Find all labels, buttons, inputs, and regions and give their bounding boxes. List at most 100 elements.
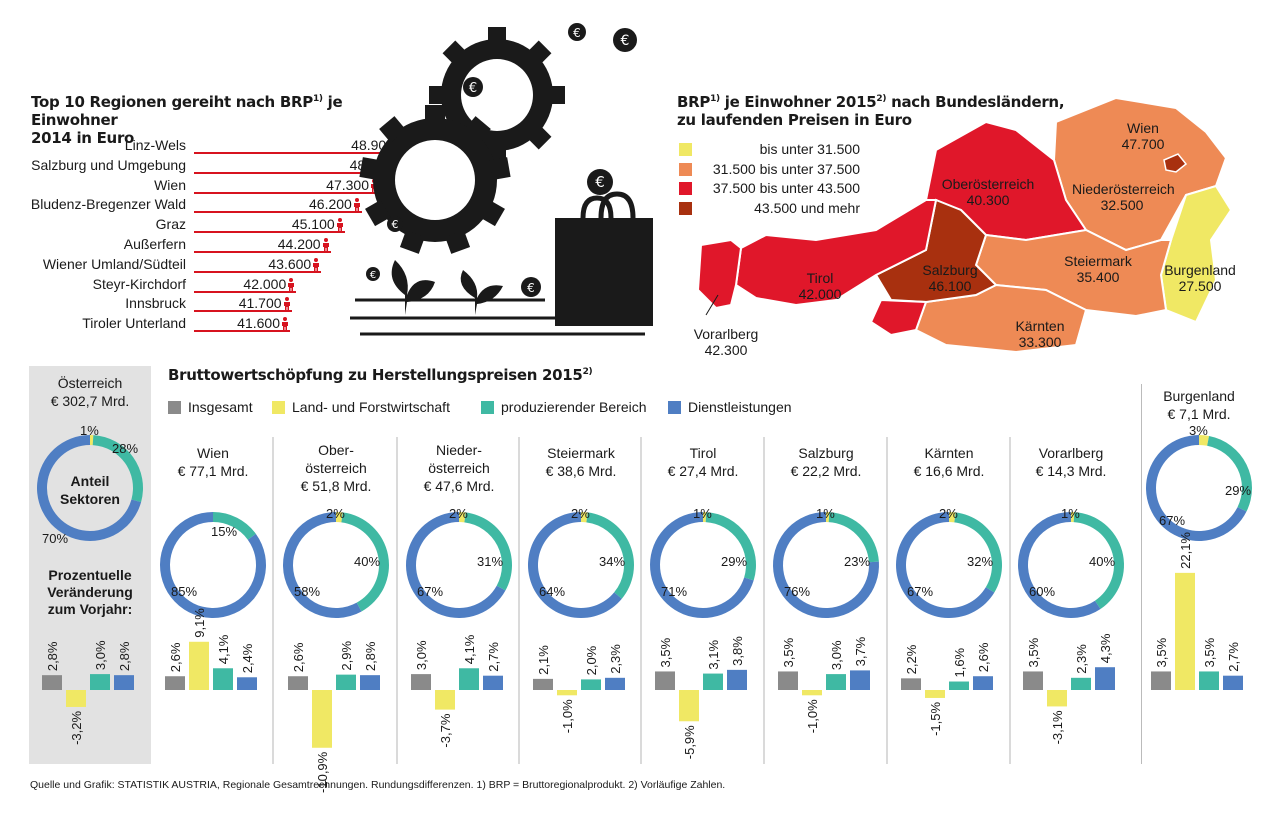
change-value-label: 9,1% — [192, 608, 207, 638]
region-title-line: € 27,4 Mrd. — [667, 463, 739, 479]
region-title: Salzburg € 22,2 Mrd. — [766, 444, 886, 480]
map-state-label: Wien 47.700 — [1093, 120, 1193, 152]
donut-segment — [1071, 512, 1075, 523]
map-legend-swatch — [679, 162, 692, 176]
change-value-label: 2,6% — [291, 642, 306, 672]
region-title-line: Vorarlberg — [1038, 445, 1104, 461]
region-title: Ober-österreich € 51,8 Mrd. — [276, 441, 396, 495]
ranking-bar — [194, 152, 404, 154]
change-value-label: 22,1% — [1178, 532, 1193, 569]
sector-legend-label: Insgesamt — [188, 399, 253, 415]
change-value-label: 3,0% — [829, 640, 844, 670]
change-value-label: 2,4% — [240, 643, 255, 673]
person-icon — [283, 297, 291, 311]
change-bar — [213, 668, 233, 690]
donut-share-label: 40% — [354, 554, 381, 569]
donut-segment — [336, 512, 343, 523]
donut-share-label: 29% — [721, 554, 748, 569]
map-region-vorarlberg — [696, 238, 743, 310]
sector-legend-swatch — [272, 401, 285, 414]
person-icon — [322, 238, 330, 251]
change-bar — [1175, 572, 1195, 690]
euro-coin-icon: € — [613, 28, 637, 52]
donut-segment — [527, 512, 622, 618]
change-bar — [679, 690, 699, 722]
ranking-value: 44.200 — [277, 236, 321, 252]
ranking-bar — [194, 290, 297, 293]
gear-icon — [359, 105, 511, 254]
change-value-label: 2,7% — [1226, 642, 1241, 672]
change-bar — [288, 676, 308, 690]
region-title-line: Kärnten — [924, 445, 974, 461]
change-value-label: 2,8% — [117, 641, 132, 671]
region-title: Kärnten € 16,6 Mrd. — [889, 444, 1009, 480]
change-bar — [114, 675, 134, 690]
ranking-value: 46.200 — [309, 196, 352, 213]
change-value-label: 2,6% — [976, 642, 991, 672]
map-state-value: 42.300 — [704, 342, 748, 358]
donut-segment — [705, 512, 757, 581]
donut-share-label: 2% — [939, 506, 958, 521]
change-bar — [483, 675, 503, 690]
map-state-label: Kärnten 33.300 — [990, 318, 1090, 350]
ranking-value: 43.600 — [268, 255, 312, 272]
region-title-line: österreich — [428, 460, 490, 476]
map-title: BRP1) je Einwohner 20152) nach Bundeslän… — [677, 93, 1065, 129]
sprout-icon — [391, 260, 503, 315]
austria-map — [696, 96, 1233, 354]
change-value-label: -3,1% — [1050, 710, 1065, 744]
region-title-line: € 16,6 Mrd. — [913, 463, 985, 479]
ranking-label: Außerfern — [123, 236, 186, 252]
ranking-label: Tiroler Unterland — [82, 315, 186, 332]
person-icon — [287, 277, 295, 291]
donut-share-label: 1% — [816, 506, 835, 521]
change-value-label: 2,2% — [904, 644, 919, 674]
economy-illustration: € € € € € € € — [350, 23, 653, 336]
change-bar — [1095, 667, 1115, 690]
region-title-line: € 22,2 Mrd. — [790, 463, 862, 479]
donut-segment — [1018, 512, 1101, 618]
change-value-label: 2,8% — [363, 641, 378, 671]
change-bar — [189, 641, 209, 690]
ranking-bar — [194, 211, 362, 214]
donut-segment — [283, 512, 362, 619]
change-value-label: 2,3% — [608, 644, 623, 674]
ranking-bar — [194, 191, 379, 194]
map-legend-label: 43.500 und mehr — [754, 199, 860, 216]
change-value-label: 2,9% — [339, 641, 354, 671]
change-bar — [850, 670, 870, 690]
donut-share-label: 1% — [693, 506, 712, 521]
ranking-label: Innsbruck — [125, 295, 186, 312]
change-value-label: 3,5% — [658, 637, 673, 667]
donut-share-label: 71% — [661, 584, 688, 599]
map-state-label: Vorarlberg 42.300 — [676, 326, 776, 358]
region-title-line: € 51,8 Mrd. — [300, 478, 372, 494]
change-bar — [925, 690, 945, 698]
change-bar — [459, 668, 479, 690]
person-icon — [353, 198, 361, 212]
ranking-label: Wiener Umland/Südteil — [42, 255, 186, 272]
svg-text:€: € — [621, 33, 630, 49]
ranking-label: Linz-Wels — [124, 137, 186, 153]
change-bar — [1223, 675, 1243, 690]
sector-legend-label: Land- und Forstwirtschaft — [292, 399, 450, 415]
region-title: Vorarlberg € 14,3 Mrd. — [1011, 444, 1131, 480]
donut-share-label: 85% — [171, 584, 198, 599]
region-title: Steiermark € 38,6 Mrd. — [521, 444, 641, 480]
change-value-label: 3,0% — [414, 640, 429, 670]
ranking-label: Bludenz-Bregenzer Wald — [30, 196, 186, 213]
svg-text:€: € — [573, 26, 581, 40]
ranking-bar — [194, 270, 322, 273]
change-bar — [411, 674, 431, 690]
donut-share-label: 2% — [326, 506, 345, 521]
map-state-value: 35.400 — [1076, 269, 1120, 285]
sector-legend-swatch — [481, 401, 494, 414]
map-legend-swatch — [679, 182, 692, 195]
person-icon — [312, 257, 320, 271]
euro-coin-icon: € — [387, 216, 403, 232]
donut-share-label: 1% — [1061, 506, 1080, 521]
change-bar — [1151, 671, 1171, 690]
ranking-value: 47.300 — [326, 176, 369, 193]
donut-share-label: 28% — [112, 441, 139, 456]
